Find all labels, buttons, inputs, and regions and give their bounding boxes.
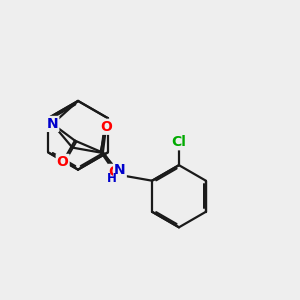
Text: N: N (114, 164, 126, 177)
Text: N: N (47, 117, 58, 131)
Text: O: O (57, 155, 69, 169)
Text: H: H (107, 172, 117, 185)
Text: Cl: Cl (172, 135, 186, 149)
Text: O: O (109, 165, 121, 179)
Text: O: O (100, 120, 112, 134)
